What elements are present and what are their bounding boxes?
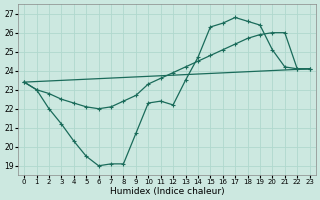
X-axis label: Humidex (Indice chaleur): Humidex (Indice chaleur) [109,187,224,196]
